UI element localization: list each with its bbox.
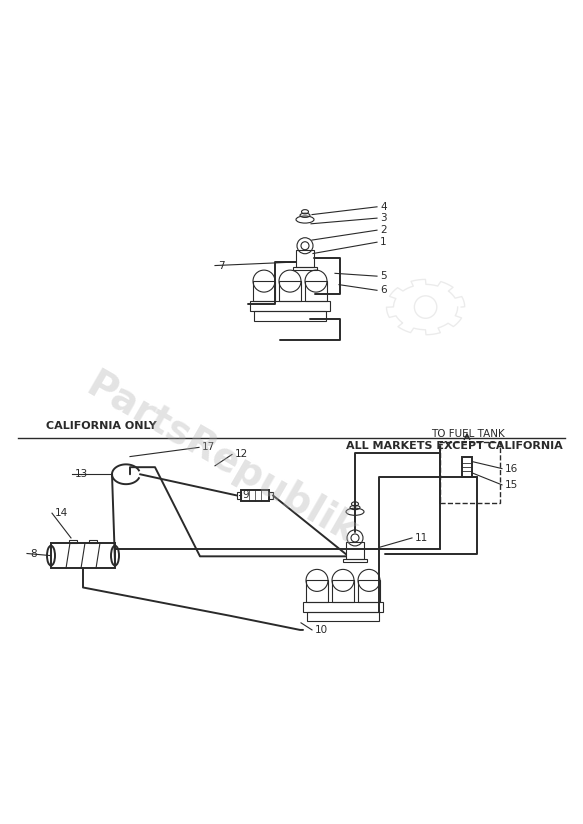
Bar — [305, 281, 327, 301]
Bar — [462, 457, 472, 477]
Bar — [293, 267, 317, 269]
Text: 13: 13 — [75, 469, 88, 480]
Bar — [279, 281, 301, 301]
Bar — [241, 489, 269, 501]
Bar — [237, 492, 241, 499]
Bar — [332, 580, 354, 602]
Text: CALIFORNIA ONLY: CALIFORNIA ONLY — [46, 421, 157, 431]
Text: 4: 4 — [380, 202, 387, 212]
Bar — [69, 540, 77, 543]
Text: 5: 5 — [380, 271, 387, 281]
Bar — [250, 301, 330, 311]
Text: 6: 6 — [380, 285, 387, 295]
Bar — [440, 442, 500, 503]
Text: 2: 2 — [380, 225, 387, 235]
Bar — [254, 311, 326, 321]
Bar — [89, 540, 97, 543]
Bar — [343, 559, 367, 562]
Bar — [269, 492, 273, 499]
Bar — [51, 543, 115, 569]
Bar — [307, 611, 379, 621]
Text: 7: 7 — [218, 260, 224, 270]
Text: 8: 8 — [30, 549, 37, 559]
Text: 16: 16 — [505, 464, 518, 474]
Bar — [358, 580, 380, 602]
Text: 3: 3 — [380, 213, 387, 223]
Text: PartsRepublik: PartsRepublik — [79, 366, 364, 552]
Text: 15: 15 — [505, 480, 518, 490]
Text: 12: 12 — [235, 449, 248, 460]
Bar — [253, 281, 275, 301]
Bar — [346, 542, 364, 559]
Text: ALL MARKETS EXCEPT CALIFORNIA: ALL MARKETS EXCEPT CALIFORNIA — [346, 441, 563, 452]
Text: 11: 11 — [415, 533, 429, 543]
Bar — [303, 602, 383, 611]
Text: 9: 9 — [242, 490, 248, 500]
Bar — [296, 250, 314, 267]
Text: 1: 1 — [380, 237, 387, 247]
Bar — [306, 580, 328, 602]
Text: 17: 17 — [202, 442, 215, 452]
Text: TO FUEL TANK: TO FUEL TANK — [431, 429, 505, 439]
Text: 10: 10 — [315, 625, 328, 635]
Text: 14: 14 — [55, 508, 68, 518]
